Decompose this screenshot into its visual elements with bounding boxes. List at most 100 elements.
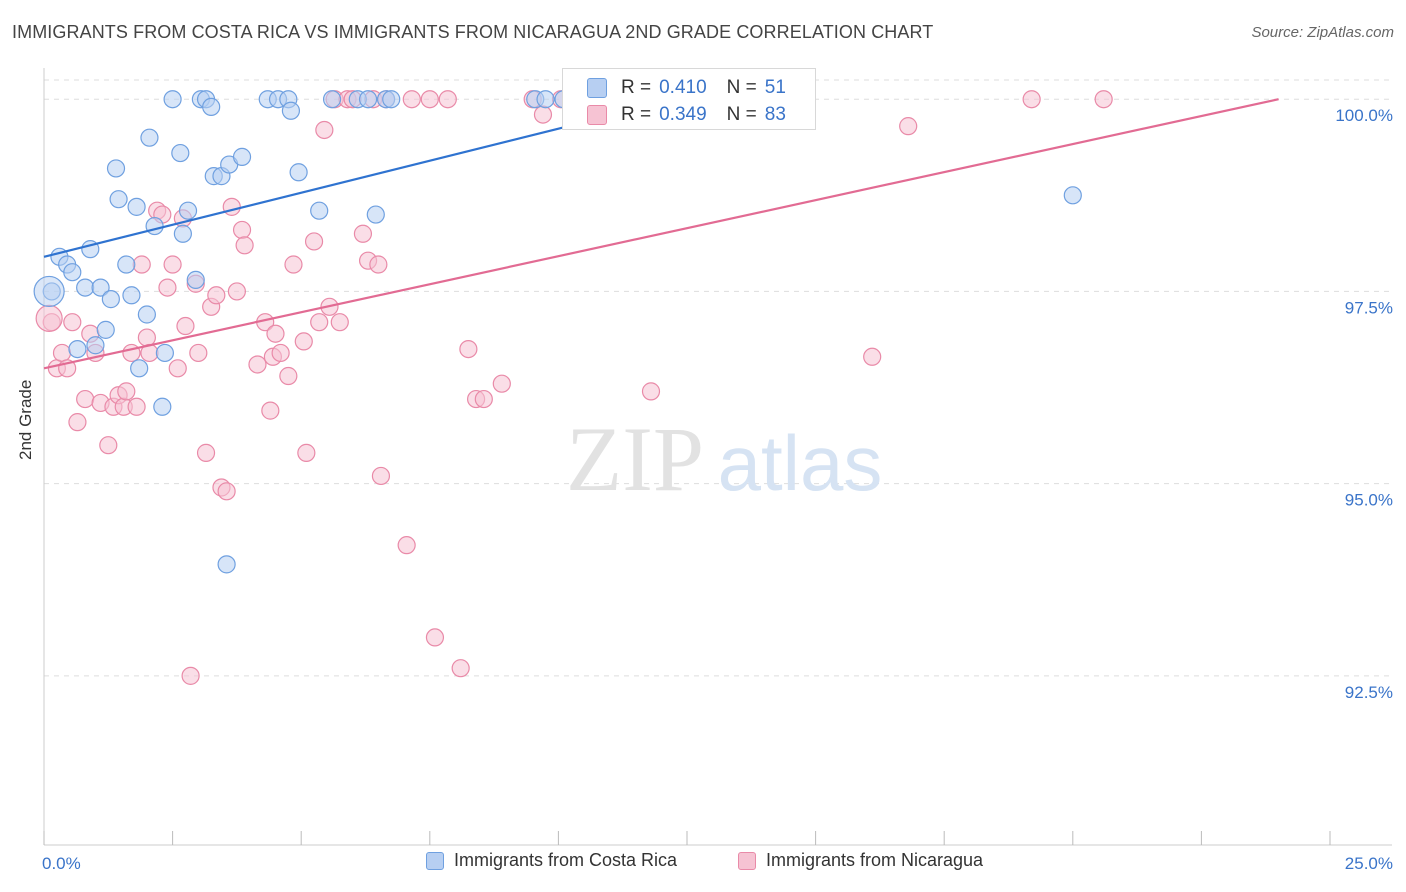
- watermark-atlas: atlas: [718, 419, 883, 507]
- point-nicaragua: [402, 90, 421, 109]
- grid-lines: [44, 79, 1390, 677]
- point-costa-rica: [289, 163, 308, 182]
- legend-label: Immigrants from Nicaragua: [766, 850, 984, 870]
- stats-r-value: 0.349: [659, 104, 707, 125]
- point-costa-rica: [202, 97, 221, 117]
- point-costa-rica: [1063, 186, 1082, 205]
- point-costa-rica: [322, 90, 342, 109]
- point-nicaragua: [284, 255, 303, 274]
- stats-r-value: 0.410: [659, 77, 707, 98]
- point-costa-rica: [186, 270, 205, 289]
- watermark-zip: ZIP: [566, 408, 704, 510]
- point-nicaragua: [68, 413, 87, 432]
- y-tick-label: 92.5%: [1345, 683, 1393, 702]
- point-nicaragua: [438, 90, 457, 109]
- point-nicaragua: [232, 220, 252, 240]
- point-costa-rica: [140, 128, 159, 147]
- point-nicaragua: [235, 236, 254, 255]
- point-costa-rica: [86, 336, 105, 355]
- stats-row-costa-rica: R = 0.410 N = 51: [587, 77, 786, 99]
- source-label: Source: ZipAtlas.com: [1251, 24, 1394, 41]
- point-nicaragua: [1022, 90, 1041, 109]
- point-nicaragua: [330, 313, 349, 332]
- point-costa-rica: [33, 275, 65, 308]
- point-costa-rica: [68, 339, 87, 359]
- point-costa-rica: [155, 343, 174, 363]
- stats-n-value: 83: [764, 104, 786, 125]
- legend-item-nicaragua[interactable]: Immigrants from Nicaragua: [738, 850, 983, 871]
- point-costa-rica: [232, 147, 252, 166]
- point-nicaragua: [189, 343, 208, 363]
- tick-labels: 92.5% 95.0% 97.5% 100.0% 0.0% 25.0%: [42, 106, 1393, 873]
- point-nicaragua: [369, 255, 388, 274]
- stats-r-label: R =: [621, 104, 652, 125]
- legend-item-costa-rica[interactable]: Immigrants from Costa Rica: [426, 850, 677, 871]
- data-points: [33, 90, 1113, 685]
- point-nicaragua: [315, 120, 334, 140]
- point-costa-rica: [127, 197, 146, 216]
- legend-label: Immigrants from Costa Rica: [454, 850, 678, 870]
- point-nicaragua: [176, 316, 195, 336]
- point-nicaragua: [533, 105, 553, 124]
- point-nicaragua: [248, 355, 267, 374]
- chart-title: IMMIGRANTS FROM COSTA RICA VS IMMIGRANTS…: [12, 22, 934, 42]
- point-nicaragua: [371, 466, 391, 486]
- point-nicaragua: [297, 443, 316, 462]
- point-nicaragua: [641, 382, 661, 401]
- point-nicaragua: [158, 278, 177, 297]
- point-nicaragua: [168, 359, 187, 378]
- trend-line-nicaragua: [43, 98, 1279, 370]
- point-costa-rica: [171, 143, 190, 163]
- point-nicaragua: [63, 313, 82, 332]
- point-nicaragua: [1094, 90, 1113, 109]
- point-costa-rica: [173, 224, 192, 243]
- legend: Immigrants from Costa Rica Immigrants fr…: [0, 850, 1406, 880]
- point-nicaragua: [451, 659, 470, 678]
- point-costa-rica: [310, 201, 329, 220]
- point-nicaragua: [474, 389, 493, 409]
- legend-swatch-pink: [738, 851, 756, 870]
- point-nicaragua: [196, 443, 216, 462]
- point-nicaragua: [227, 282, 246, 301]
- point-costa-rica: [91, 278, 110, 297]
- point-nicaragua: [420, 90, 439, 109]
- point-nicaragua: [425, 628, 445, 647]
- stats-n-label: N =: [726, 104, 757, 125]
- point-nicaragua: [397, 536, 416, 555]
- x-tick-label-max: 25.0%: [1345, 854, 1393, 873]
- point-costa-rica: [101, 290, 120, 309]
- point-nicaragua: [266, 324, 285, 343]
- y-tick-label: 95.0%: [1345, 491, 1393, 510]
- point-nicaragua: [163, 255, 182, 274]
- point-costa-rica: [145, 216, 164, 236]
- point-costa-rica: [122, 286, 141, 305]
- point-costa-rica: [76, 278, 95, 297]
- y-tick-label: 100.0%: [1335, 106, 1393, 125]
- point-nicaragua: [132, 255, 151, 274]
- point-nicaragua: [294, 332, 313, 351]
- point-costa-rica: [109, 190, 128, 209]
- point-costa-rica: [106, 159, 126, 178]
- point-nicaragua: [899, 117, 918, 136]
- point-nicaragua: [279, 366, 298, 386]
- y-tick-label: 97.5%: [1345, 298, 1393, 317]
- stats-box: R = 0.410 N = 51 R = 0.349 N = 83: [562, 68, 816, 130]
- point-costa-rica: [358, 90, 378, 109]
- watermark: ZIP atlas: [566, 408, 882, 510]
- point-costa-rica: [96, 320, 115, 339]
- stats-row-nicaragua: R = 0.349 N = 83: [587, 104, 786, 126]
- point-costa-rica: [281, 101, 301, 120]
- point-nicaragua: [304, 232, 324, 251]
- stats-swatch-pink: [587, 105, 607, 125]
- point-costa-rica: [382, 90, 401, 109]
- point-costa-rica: [117, 255, 136, 274]
- point-nicaragua: [127, 397, 146, 416]
- point-costa-rica: [217, 555, 236, 574]
- point-costa-rica: [130, 359, 149, 378]
- point-costa-rica: [366, 205, 385, 224]
- point-nicaragua: [310, 313, 329, 332]
- axes: [43, 68, 1392, 846]
- point-nicaragua: [271, 343, 290, 363]
- point-nicaragua: [181, 666, 200, 685]
